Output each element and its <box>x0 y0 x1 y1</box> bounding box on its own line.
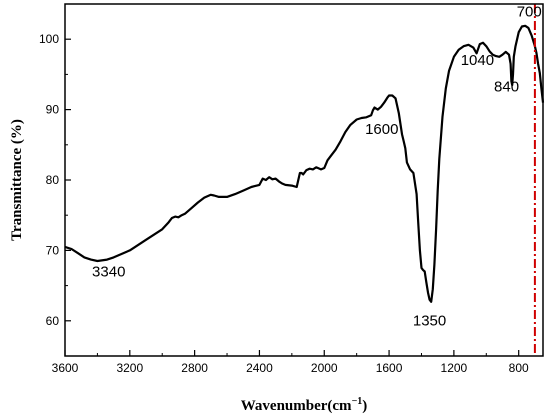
x-tick-label: 2000 <box>311 361 338 375</box>
peak-label-840: 840 <box>494 78 519 95</box>
y-tick-label: 90 <box>46 103 60 117</box>
plot-area-frame <box>64 3 544 357</box>
y-tick-label: 80 <box>46 173 60 187</box>
x-tick-label: 2800 <box>181 361 208 375</box>
tick-layer: 3600 3200 2800 2400 2000 1600 1200 800 60 70 80 90 1… <box>39 3 529 375</box>
peak-label-1350: 1350 <box>413 313 446 330</box>
x-tick-label: 800 <box>509 361 529 375</box>
y-axis-title: Transmittance (%) <box>9 119 25 241</box>
peak-label-1040: 1040 <box>461 52 494 69</box>
y-tick-label: 60 <box>46 314 60 328</box>
y-tick-label: 100 <box>39 32 59 46</box>
series-line <box>64 24 545 303</box>
y-tick-label: 70 <box>46 243 60 257</box>
x-tick-label: 3600 <box>52 361 79 375</box>
x-tick-label: 2400 <box>246 361 273 375</box>
x-tick-label: 3200 <box>116 361 143 375</box>
x-tick-label: 1600 <box>376 361 403 375</box>
peak-label-1600: 1600 <box>365 121 398 138</box>
x-axis-title: Wavenumber(cm−1) <box>241 396 368 414</box>
peak-label-3340: 3340 <box>92 263 125 280</box>
x-tick-label: 1200 <box>441 361 468 375</box>
peak-label-700: 700 <box>517 4 542 21</box>
